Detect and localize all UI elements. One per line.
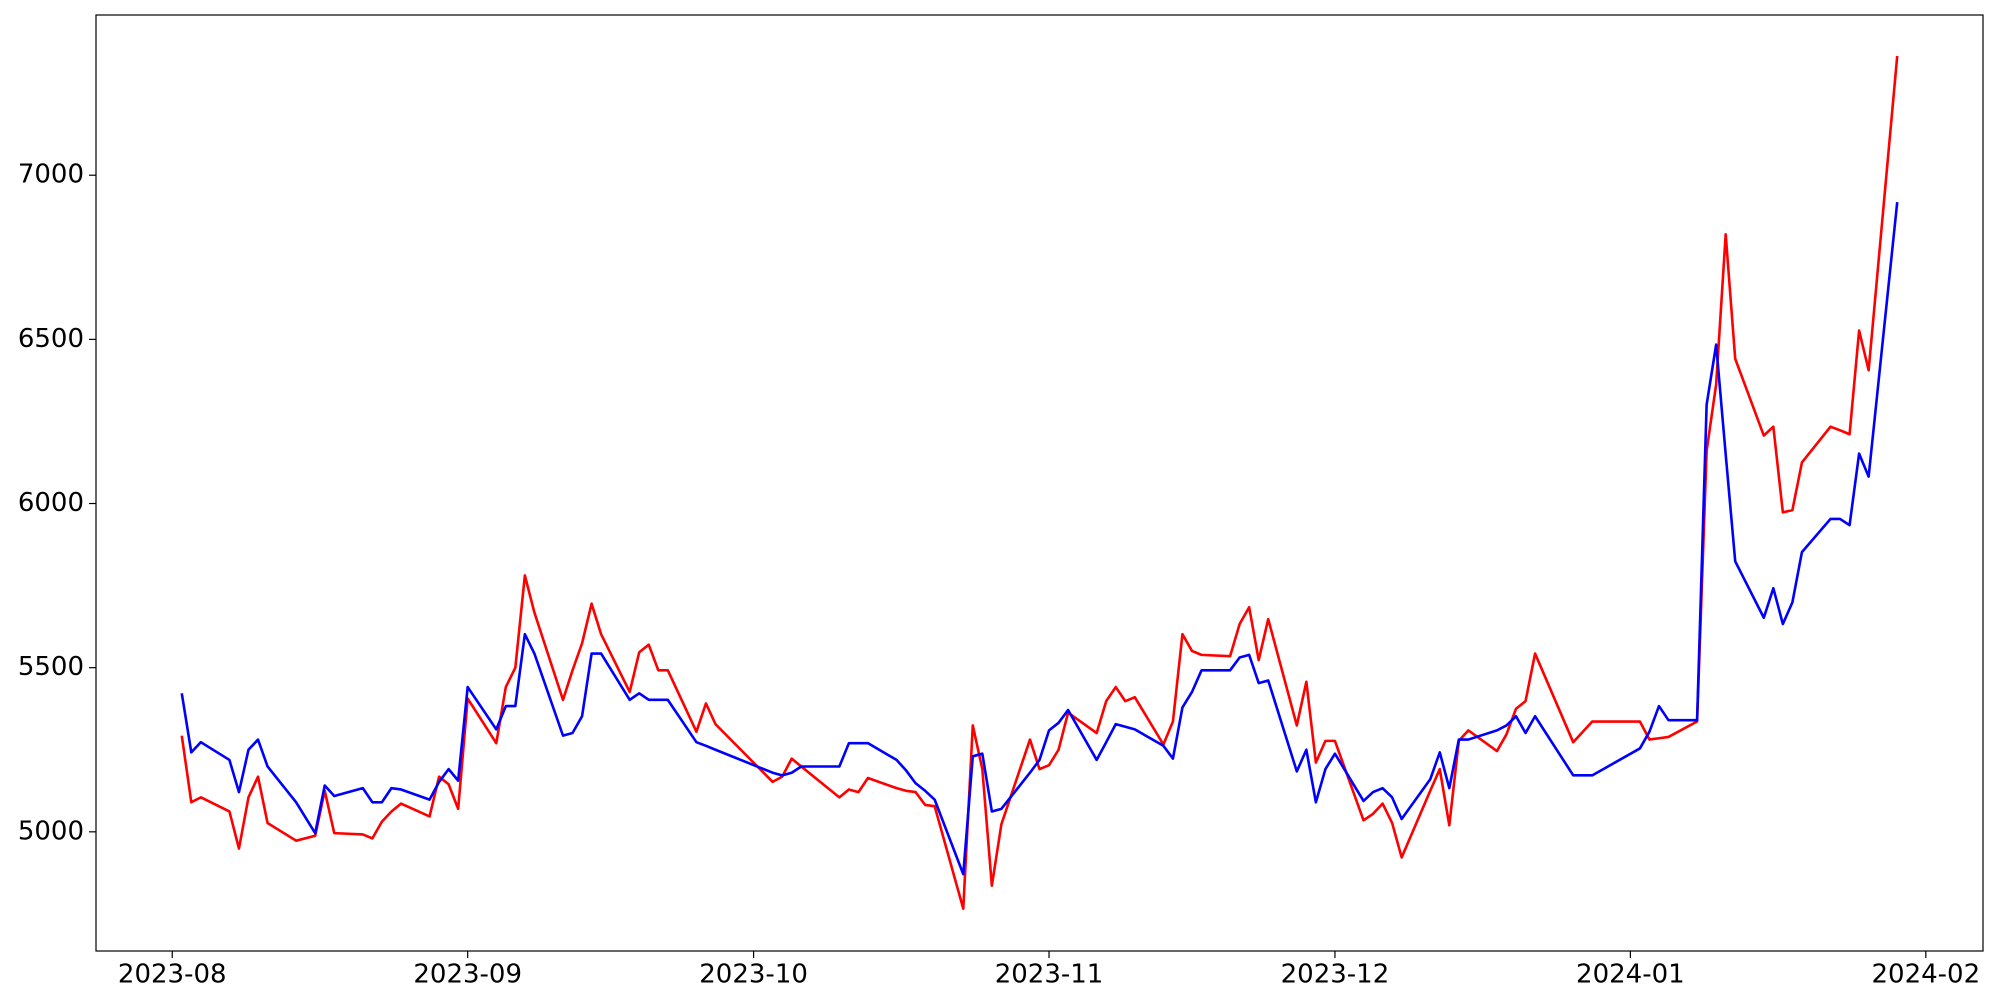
x-tick-label: 2023-09 <box>413 960 522 990</box>
line <box>180 55 1899 910</box>
x-tick-label: 2023-11 <box>995 960 1104 990</box>
x-tick-label: 2024-02 <box>1871 960 1980 990</box>
plot-frame <box>95 14 1984 952</box>
x-tick-label: 2024-01 <box>1576 960 1685 990</box>
x-tick-label: 2023-12 <box>1281 960 1390 990</box>
x-tick-label: 2023-10 <box>699 960 808 990</box>
line <box>180 201 1899 876</box>
y-tick-label: 5000 <box>18 816 84 846</box>
y-tick-label: 7000 <box>18 160 84 190</box>
y-tick-label: 6500 <box>18 324 84 354</box>
y-tick-label: 6000 <box>18 488 84 518</box>
y-tick-label: 5500 <box>18 652 84 682</box>
x-tick-label: 2023-08 <box>118 960 227 990</box>
